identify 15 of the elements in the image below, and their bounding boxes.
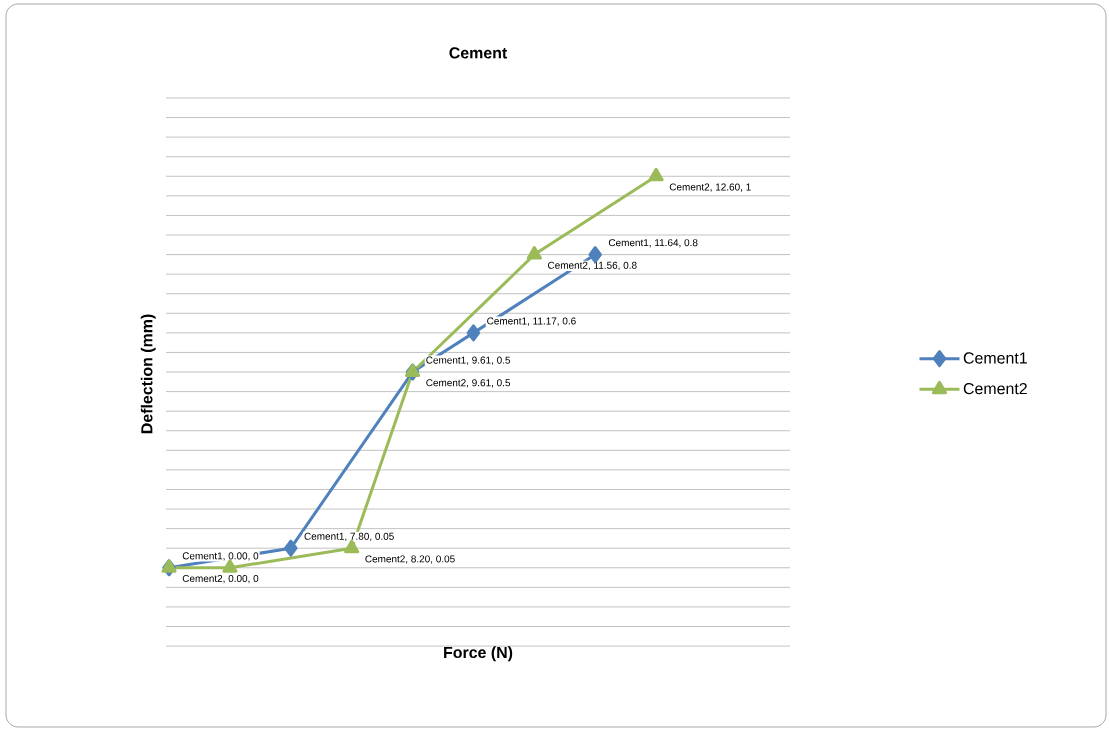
data-label: Cement2, 0.00, 0 (182, 574, 259, 584)
data-label: Cement1, 0.00, 0 (182, 552, 259, 561)
data-label: Cement2, 8.20, 0.05 (365, 555, 455, 564)
legend-label: Cement2 (963, 382, 1027, 395)
data-label: Cement2, 9.61, 0.5 (426, 379, 511, 388)
y-axis-title: Deflection (mm) (140, 314, 156, 434)
legend-label: Cement1 (963, 352, 1027, 364)
data-label: Cement1, 11.17, 0.6 (487, 317, 576, 326)
data-label: Cement1, 7.80, 0.05 (304, 532, 394, 541)
data-label: Cement2, 12.60, 1 (669, 183, 751, 192)
x-axis-title: Force (N) (444, 646, 513, 662)
data-label: Cement2, 11.56, 0.8 (548, 261, 637, 271)
chart-title: Cement (449, 47, 508, 59)
data-label: Cement1, 11.64, 0.8 (608, 239, 698, 248)
data-label: Cement1, 9.61, 0.5 (426, 356, 511, 365)
